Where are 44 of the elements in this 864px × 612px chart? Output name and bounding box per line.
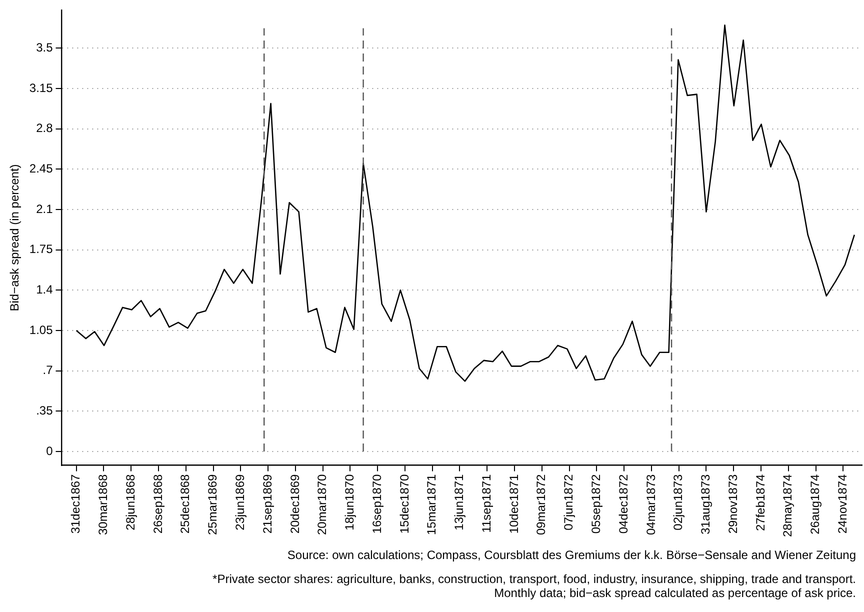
x-tick-label: 04mar1873 (644, 474, 658, 536)
y-tick-label: .35 (36, 403, 54, 418)
x-tick-label: 26sep1868 (150, 474, 165, 534)
y-tick-label: 0 (46, 444, 54, 458)
x-tick-label: 18jun1870 (342, 474, 357, 530)
y-tick-label: 3.15 (29, 80, 54, 95)
x-tick-label: 23jun1869 (232, 474, 247, 530)
x-tick-label: 25dec1868 (178, 474, 192, 534)
y-tick-label: 1.75 (29, 242, 54, 256)
x-tick-label: 15mar1871 (424, 474, 439, 536)
x-tick-label: 27feb1874 (753, 474, 768, 532)
x-tick-label: 05sep1872 (588, 474, 603, 534)
x-tick-label: 31aug1873 (698, 474, 713, 534)
y-tick-label: 1.05 (29, 322, 54, 337)
x-tick-label: 25mar1869 (206, 474, 220, 536)
x-tick-label: 07jun1872 (562, 474, 576, 530)
x-tick-label: 02jun1873 (671, 474, 686, 530)
x-tick-label: 10dec1871 (506, 474, 521, 534)
x-tick-label: 15dec1870 (397, 474, 412, 534)
text: *Private sector shares: agriculture, banks, construction, transport, food, industry, insurance, shipping, trade and transport. (212, 572, 856, 586)
source-note: Source: own calculations; Compass, Coursblatt des Gremiums der k.k. Börse−Sensale and Wiener Zeitung (286, 548, 856, 562)
x-tick-label: 26aug1874 (808, 474, 822, 534)
y-tick-label: 2.1 (36, 202, 54, 216)
x-tick-label: 09mar1872 (534, 474, 548, 536)
x-tick-label: 21sep1869 (260, 474, 274, 534)
y-tick-label: 3.5 (36, 40, 54, 55)
x-tick-label: 31dec1867 (68, 474, 83, 534)
y-axis-title: Bid−ask spread (in percent) (8, 164, 22, 312)
x-tick-label: 20mar1870 (315, 474, 330, 536)
x-tick-label: 28jun1868 (123, 474, 138, 530)
x-tick-label: 11sep1871 (479, 474, 494, 533)
x-tick-label: 30mar1868 (96, 474, 110, 536)
y-tick-label: 2.45 (29, 162, 54, 176)
x-tick-label: 28may1874 (780, 474, 795, 538)
x-tick-label: 24nov1874 (835, 474, 850, 534)
text: Monthly data; bid−ask spread calculated as percentage of ask price. (493, 586, 856, 600)
x-tick-label: 16sep1870 (370, 474, 384, 534)
y-tick-label: 2.8 (36, 121, 54, 136)
x-tick-label: 13jun1871 (452, 474, 466, 530)
x-tick-label: 04dec1872 (616, 474, 630, 534)
x-tick-label: 20dec1869 (288, 474, 302, 534)
y-tick-label: .7 (42, 363, 54, 378)
y-tick-label: 1.4 (36, 282, 54, 296)
x-tick-label: 29nov1873 (726, 474, 740, 534)
